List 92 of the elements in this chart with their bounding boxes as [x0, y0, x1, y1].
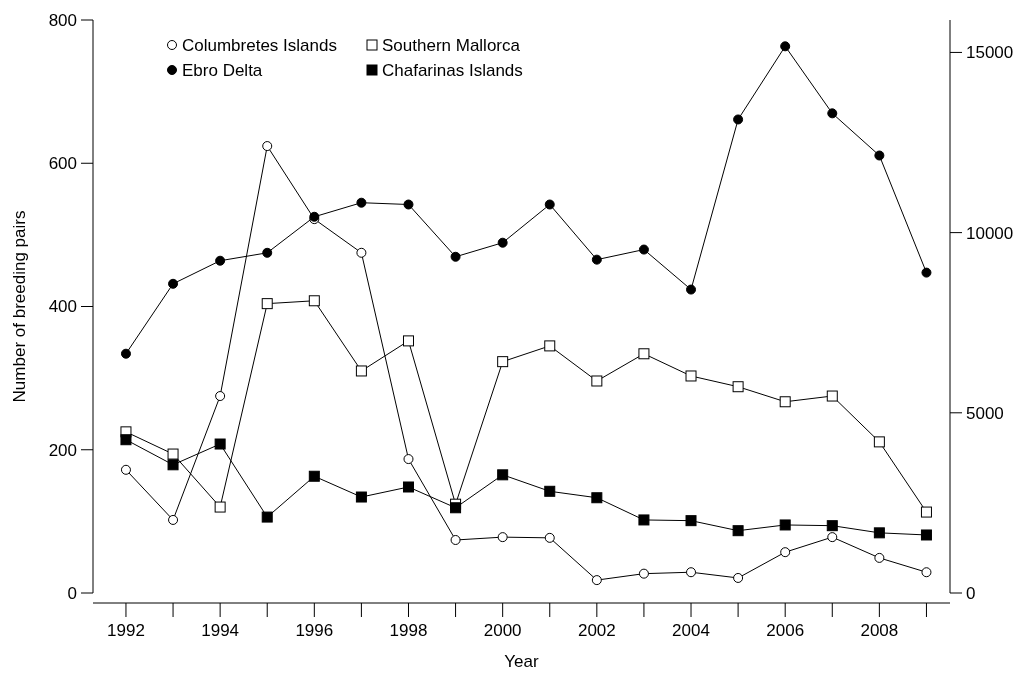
x-tick-label: 1998 [389, 621, 428, 640]
y-tick-label: 600 [48, 154, 77, 174]
point [497, 237, 508, 248]
point [450, 502, 462, 514]
point [686, 567, 697, 578]
point [215, 255, 226, 266]
point [873, 436, 885, 448]
x-tick-label: 2004 [672, 621, 710, 640]
point [826, 520, 838, 532]
point [403, 199, 414, 210]
point [780, 41, 791, 52]
y-tick-label: 0 [67, 583, 77, 603]
point [686, 284, 697, 295]
point [497, 356, 509, 368]
point [733, 572, 744, 583]
point [450, 535, 461, 545]
point [638, 244, 649, 255]
point [779, 396, 791, 408]
point [874, 150, 885, 161]
y2-tick-label: 15000 [966, 43, 1014, 63]
point [450, 251, 461, 262]
x-tick-label: 1992 [107, 621, 145, 640]
point [262, 141, 273, 152]
point [168, 278, 179, 289]
point [214, 501, 226, 513]
x-tick-label: 2000 [483, 621, 522, 640]
point [874, 552, 885, 563]
x-tick-label: 2002 [577, 621, 616, 640]
point [827, 532, 838, 543]
point [168, 514, 179, 525]
point [920, 529, 932, 541]
x-tick-label: 2006 [766, 621, 805, 640]
point [544, 532, 555, 543]
point [732, 381, 744, 393]
legend-label: Ebro Delta [182, 60, 263, 80]
point [638, 568, 649, 579]
y-tick-label: 400 [48, 297, 77, 317]
point [120, 348, 131, 359]
point [402, 335, 414, 347]
point [780, 547, 791, 558]
x-tick-label: 1996 [295, 621, 334, 640]
point [638, 514, 650, 526]
point [921, 267, 932, 278]
point [355, 365, 367, 377]
point [167, 459, 179, 471]
point [356, 247, 367, 258]
point [402, 481, 414, 493]
point [403, 454, 414, 465]
point [873, 527, 885, 539]
point [732, 525, 744, 537]
point [355, 491, 367, 503]
point [544, 340, 556, 352]
y2-tick-label: 0 [966, 583, 976, 603]
point [591, 492, 603, 504]
y-tick-label: 800 [48, 10, 77, 30]
point [827, 108, 838, 119]
point [167, 448, 179, 460]
point [591, 375, 603, 387]
point [733, 114, 744, 125]
y2-tick-label: 5000 [966, 403, 1004, 423]
y2-tick-label: 10000 [966, 223, 1014, 243]
point [308, 295, 320, 307]
point [497, 469, 509, 481]
point [921, 567, 932, 578]
point [215, 391, 226, 402]
point [544, 199, 555, 210]
point [638, 348, 650, 360]
y-axis-title: Number of breeding pairs [10, 210, 29, 403]
point [120, 464, 131, 475]
point [497, 532, 508, 543]
point [120, 434, 132, 446]
y-tick-label: 200 [48, 440, 77, 460]
point [544, 485, 556, 497]
point [308, 470, 320, 482]
point [262, 247, 273, 258]
x-tick-label: 2008 [860, 621, 899, 640]
point [826, 390, 838, 402]
x-tick-label: 1994 [201, 621, 240, 640]
legend-label: Southern Mallorca [382, 35, 521, 55]
point [261, 511, 273, 523]
x-axis-title: Year [504, 652, 540, 671]
point [779, 519, 791, 531]
point [356, 197, 367, 208]
point [685, 370, 697, 382]
point [685, 515, 697, 527]
point [591, 575, 602, 586]
point [920, 506, 932, 518]
point [214, 438, 226, 450]
point [591, 254, 602, 265]
legend-label: Columbretes Islands [182, 35, 337, 55]
legend-label: Chafarinas Islands [382, 60, 523, 80]
point [261, 298, 273, 310]
